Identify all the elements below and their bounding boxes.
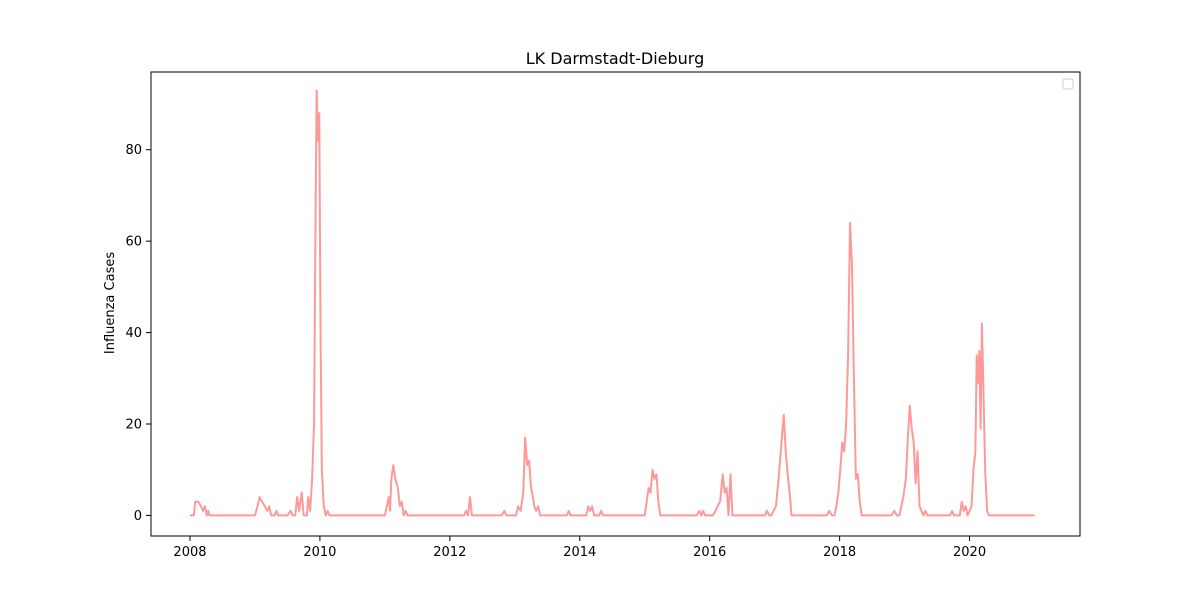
x-tick-label: 2014 (563, 545, 596, 560)
plot-frame (150, 71, 1081, 537)
x-tick-label: 2020 (953, 545, 986, 560)
y-tick-label: 0 (134, 509, 142, 524)
y-tick-label: 20 (125, 418, 142, 433)
x-axis: 2008 2010 2012 2014 2016 2018 2020 (173, 536, 986, 560)
x-tick-label: 2008 (173, 545, 206, 560)
chart-title: LK Darmstadt-Dieburg (526, 49, 704, 68)
x-tick-label: 2012 (433, 545, 466, 560)
series-layer (189, 89, 1035, 517)
y-axis: 0 20 40 60 80 (125, 143, 151, 524)
y-axis-label: Influenza Cases (103, 252, 118, 354)
y-tick-label: 60 (125, 235, 142, 250)
y-tick-label: 80 (125, 143, 142, 158)
x-tick-label: 2018 (823, 545, 856, 560)
y-tick-label: 40 (125, 326, 142, 341)
x-tick-label: 2016 (693, 545, 726, 560)
x-tick-label: 2010 (303, 545, 336, 560)
legend-box (1062, 78, 1074, 90)
series-line-0 (189, 89, 1035, 517)
